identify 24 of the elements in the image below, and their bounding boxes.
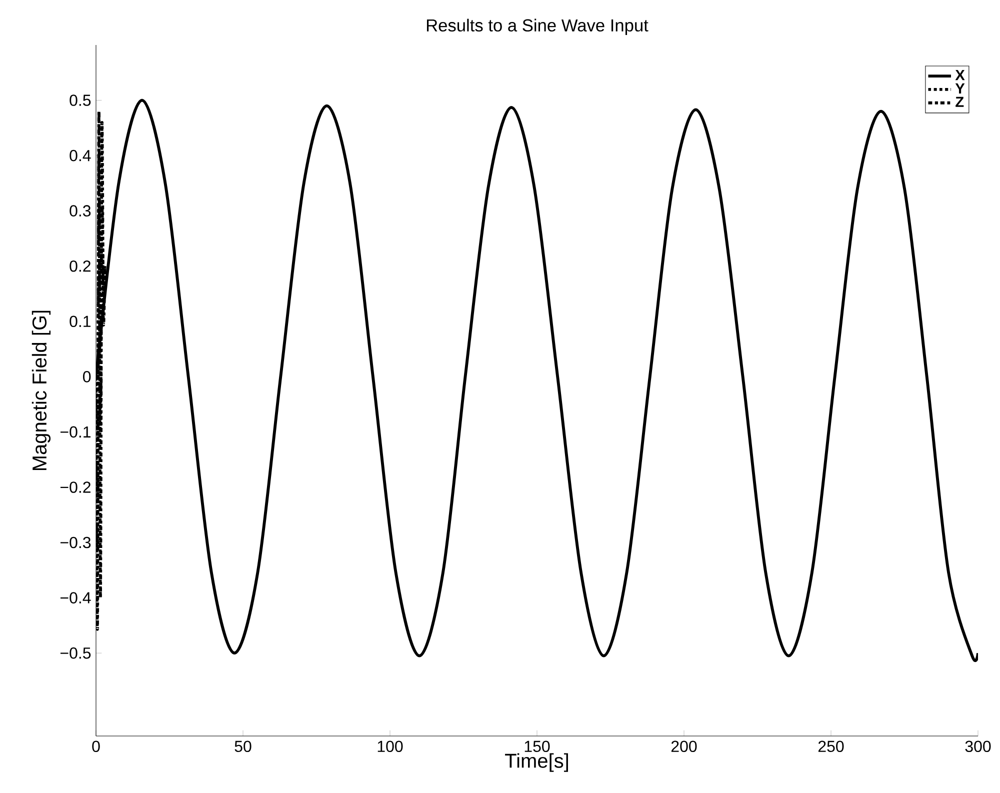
x-axis-title: Time[s] [505, 753, 568, 772]
y-tick-label: 0.1 [70, 316, 91, 328]
x-tick-label: 200 [671, 740, 697, 752]
y-tick-label: 0.3 [70, 205, 91, 216]
y-tick-label: −0.2 [60, 482, 90, 493]
x-tick-label: 0 [92, 740, 100, 752]
y-tick-label: −0.4 [60, 592, 91, 604]
x-tick-label: 250 [818, 740, 844, 752]
x-tick-label: 150 [524, 740, 550, 752]
legend-label: Y [955, 83, 965, 94]
y-tick-label: 0 [83, 371, 91, 382]
chart-title: Results to a Sine Wave Input [426, 18, 648, 35]
y-tick-label: −0.3 [60, 536, 91, 548]
legend-label: X [955, 70, 965, 80]
x-tick-label: 50 [234, 740, 252, 752]
y-tick-label: −0.1 [60, 426, 91, 438]
y-tick-label: 0.5 [70, 94, 91, 106]
y-tick-label: 0.4 [70, 150, 91, 162]
y-axis-title: Magnetic Field [G] [32, 310, 51, 470]
legend-label: Z [956, 96, 964, 107]
y-tick-label: −0.5 [60, 647, 91, 659]
y-tick-label: 0.2 [70, 260, 90, 272]
x-tick-label: 300 [965, 740, 991, 752]
x-tick-label: 100 [378, 740, 403, 752]
